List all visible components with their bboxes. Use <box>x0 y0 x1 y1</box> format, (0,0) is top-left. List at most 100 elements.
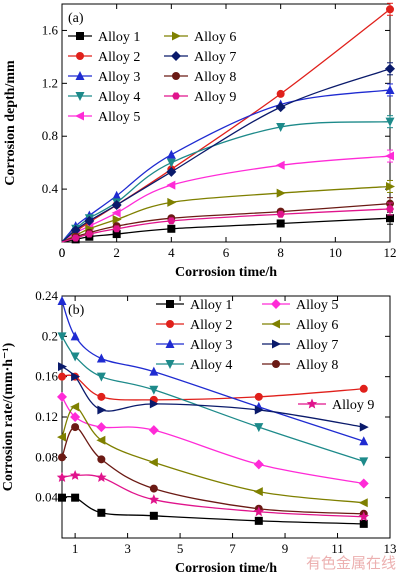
data-point <box>253 459 264 470</box>
data-point <box>70 225 81 236</box>
series-alloy-7 <box>61 62 395 243</box>
series-alloy-3 <box>57 296 369 446</box>
legend-marker <box>271 299 281 309</box>
data-point <box>149 399 159 409</box>
legend-marker <box>172 72 180 80</box>
data-point <box>57 332 67 342</box>
data-point <box>359 422 369 432</box>
data-point <box>71 234 80 242</box>
legend-label: Alloy 7 <box>194 50 236 65</box>
x-tick-label: 7 <box>229 541 236 556</box>
x-axis-label: Corrosion time/h <box>175 561 277 574</box>
legend-label: Alloy 3 <box>190 338 232 353</box>
data-point <box>386 205 394 213</box>
data-point <box>254 516 263 525</box>
legend-marker <box>76 32 84 40</box>
x-tick-label: 11 <box>331 541 344 556</box>
legend-label: Alloy 5 <box>296 298 338 313</box>
legend-marker <box>166 320 174 328</box>
legend-marker <box>272 360 280 368</box>
data-point <box>254 392 263 401</box>
data-point <box>359 519 368 528</box>
data-point <box>167 197 177 207</box>
legend-label: Alloy 2 <box>190 318 232 333</box>
x-tick-label: 2 <box>113 245 120 260</box>
data-point <box>96 422 107 433</box>
legend-label: Alloy 9 <box>332 398 374 413</box>
series-line <box>61 396 364 485</box>
data-point <box>70 402 80 412</box>
data-point <box>149 511 158 520</box>
data-point <box>71 372 81 382</box>
data-point <box>358 511 369 522</box>
x-tick-label: 3 <box>124 541 131 556</box>
series-line <box>61 426 364 515</box>
data-point <box>97 455 106 464</box>
data-point <box>70 331 80 341</box>
legend-label: Alloy 2 <box>98 50 140 65</box>
panel-label: (a) <box>68 11 84 26</box>
data-point <box>385 84 395 94</box>
series-alloy-4 <box>61 115 395 243</box>
data-point <box>358 498 368 508</box>
legend-label: Alloy 7 <box>296 338 338 353</box>
x-axis-label: Corrosion time/h <box>175 265 277 280</box>
data-point <box>386 214 394 223</box>
legend-marker <box>306 398 318 409</box>
series-alloy-7 <box>58 362 369 432</box>
series-line <box>61 366 364 428</box>
series-alloy-5 <box>61 149 394 243</box>
data-point <box>112 230 121 239</box>
legend-marker <box>171 51 181 61</box>
y-tick-label: 0.24 <box>35 288 58 303</box>
series-alloy-1 <box>58 493 368 528</box>
legend-label: Alloy 6 <box>296 318 338 333</box>
x-tick-label: 10 <box>329 245 342 260</box>
series-alloy-5 <box>57 391 369 489</box>
data-point <box>96 353 106 363</box>
data-point <box>167 217 176 225</box>
data-point <box>386 181 395 191</box>
legend: Alloy 1 Alloy 2 Alloy 3 Alloy 4 Alloy 5 Alloy… <box>156 298 374 413</box>
data-point <box>254 423 264 433</box>
legend-label: Alloy 6 <box>194 30 236 45</box>
legend-marker <box>75 92 85 101</box>
legend-label: Alloy 4 <box>190 358 232 373</box>
legend-label: Alloy 4 <box>98 90 140 105</box>
data-point <box>96 472 107 482</box>
legend-marker <box>75 71 85 80</box>
y-tick-label: 0.8 <box>42 128 58 143</box>
data-point <box>359 436 369 446</box>
series-alloy-6 <box>57 402 368 508</box>
legend-label: Alloy 3 <box>98 70 140 85</box>
data-point <box>276 219 285 228</box>
y-tick-label: 0.04 <box>35 490 58 505</box>
data-point <box>166 166 177 177</box>
legend-label: Alloy 9 <box>194 90 236 105</box>
data-point <box>276 122 286 132</box>
data-point <box>166 158 176 168</box>
data-point <box>85 230 94 238</box>
panel-label: (b) <box>68 303 85 318</box>
x-tick-label: 5 <box>177 541 184 556</box>
legend-marker <box>165 360 175 369</box>
data-point <box>58 453 66 462</box>
data-point <box>71 493 80 502</box>
data-point <box>97 508 106 517</box>
data-point <box>276 188 286 198</box>
data-point <box>385 117 395 127</box>
legend-marker <box>172 31 181 41</box>
x-tick-label: 0 <box>59 245 66 260</box>
series-line <box>61 406 364 504</box>
data-point <box>56 472 68 482</box>
data-point <box>70 412 81 422</box>
data-point <box>254 405 264 415</box>
y-tick-label: 0.2 <box>42 328 58 343</box>
legend-marker <box>165 339 175 348</box>
series-alloy-4 <box>57 332 369 467</box>
data-point <box>148 425 159 436</box>
x-tick-label: 4 <box>168 245 175 260</box>
x-tick-label: 12 <box>384 245 397 260</box>
y-tick-label: 0.16 <box>35 369 58 384</box>
